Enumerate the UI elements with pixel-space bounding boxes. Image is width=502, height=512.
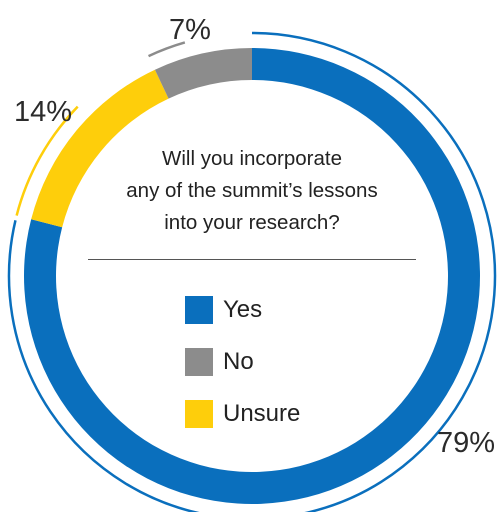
guide-arc-unsure <box>15 105 79 216</box>
chart-title-line-2: any of the summit’s lessons <box>126 179 378 202</box>
value-label-no: 7% <box>169 14 211 46</box>
legend-label-no: No <box>223 348 254 375</box>
value-label-unsure: 14% <box>14 96 72 128</box>
legend-item-yes: Yes <box>185 284 300 336</box>
legend: Yes No Unsure <box>185 284 300 440</box>
legend-swatch-unsure <box>185 400 213 428</box>
title-divider <box>88 259 416 260</box>
slice-unsure <box>31 69 169 228</box>
legend-swatch-yes <box>185 296 213 324</box>
legend-label-unsure: Unsure <box>223 400 301 427</box>
legend-item-unsure: Unsure <box>185 388 300 440</box>
chart-title-line-1: Will you incorporate <box>161 147 342 170</box>
slice-no <box>154 48 252 99</box>
guide-arc-yes <box>7 31 497 512</box>
legend-swatch-no <box>185 348 213 376</box>
chart-title: Will you incorporate any of the summit’s… <box>80 143 424 239</box>
chart-title-line-3: into your research? <box>164 211 340 234</box>
legend-item-no: No <box>185 336 300 388</box>
value-label-yes: 79% <box>437 427 495 459</box>
legend-label-yes: Yes <box>223 296 263 323</box>
guide-arc-no <box>148 41 186 58</box>
